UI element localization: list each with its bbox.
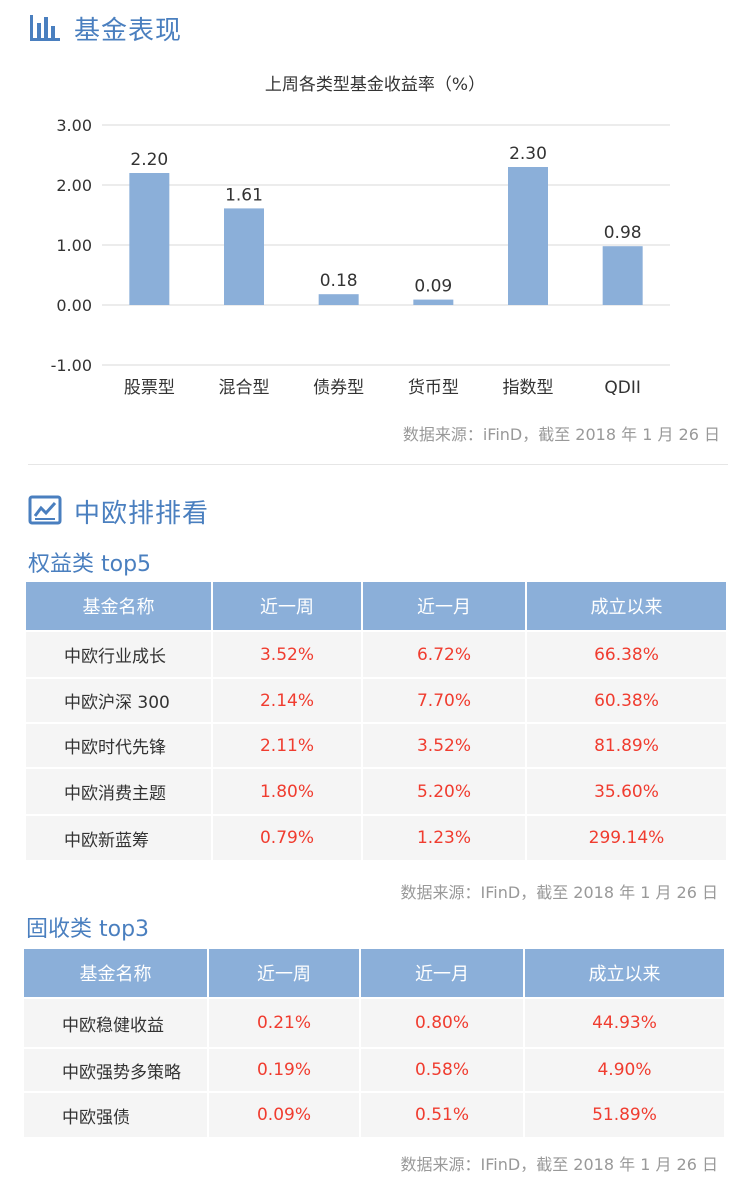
fund-name-cell: 中欧沪深 300	[26, 677, 213, 722]
table-row: 中欧行业成长 3.52% 6.72% 66.38%	[26, 630, 726, 677]
section-title: 中欧排排看	[74, 499, 210, 529]
inception-return-cell: 4.90%	[525, 1047, 724, 1091]
month-return-cell: 7.70%	[363, 677, 527, 722]
x-tick-label: 混合型	[219, 378, 270, 398]
y-tick-label: 0.00	[56, 296, 92, 315]
fund-name-cell: 中欧时代先锋	[26, 722, 213, 767]
inception-return-cell: 44.93%	[525, 997, 724, 1047]
week-return-cell: 0.19%	[209, 1047, 361, 1091]
month-return-cell: 0.80%	[361, 997, 525, 1047]
week-return-cell: 3.52%	[213, 630, 363, 677]
bar-chart: 3.00 2.00 1.00 0.00 -1.00 2.20 股票型 1.61 混合型 0.18 债…	[51, 116, 670, 398]
fund-name-cell: 中欧消费主题	[26, 767, 213, 814]
month-return-cell: 5.20%	[363, 767, 527, 814]
column-header-month: 近一月	[363, 582, 527, 630]
y-tick-label: 3.00	[56, 116, 92, 135]
data-label: 2.20	[130, 150, 168, 170]
equity-table-title: 权益类 top5	[28, 552, 152, 577]
x-tick-label: 债券型	[313, 378, 364, 398]
table-row: 中欧消费主题 1.80% 5.20% 35.60%	[26, 767, 726, 814]
column-header-since-inception: 成立以来	[527, 582, 726, 630]
table-row: 中欧强债 0.09% 0.51% 51.89%	[24, 1091, 724, 1137]
fund-name-cell: 中欧行业成长	[26, 630, 213, 677]
bar-chart-icon	[28, 11, 62, 47]
fund-name-cell: 中欧新蓝筹	[26, 814, 213, 860]
y-tick-label: 1.00	[56, 236, 92, 255]
fund-name-cell: 中欧强势多策略	[24, 1047, 209, 1091]
week-return-cell: 1.80%	[213, 767, 363, 814]
x-tick-label: 指数型	[503, 378, 554, 398]
week-return-cell: 2.11%	[213, 722, 363, 767]
table-row: 中欧新蓝筹 0.79% 1.23% 299.14%	[26, 814, 726, 860]
y-tick-label: -1.00	[51, 356, 92, 375]
table-row: 中欧时代先锋 2.11% 3.52% 81.89%	[26, 722, 726, 767]
table-header-row: 基金名称 近一周 近一月 成立以来	[26, 582, 726, 630]
inception-return-cell: 66.38%	[527, 630, 726, 677]
data-label: 0.09	[414, 277, 452, 297]
data-label: 0.18	[320, 271, 358, 291]
section-header-fund-performance: 基金表现	[28, 10, 182, 47]
column-header-since-inception: 成立以来	[525, 949, 724, 997]
x-tick-label: 股票型	[124, 378, 175, 398]
column-header-fund-name: 基金名称	[26, 582, 213, 630]
bar	[318, 294, 359, 305]
bar	[508, 167, 548, 305]
column-header-month: 近一月	[361, 949, 525, 997]
month-return-cell: 0.58%	[361, 1047, 525, 1091]
week-return-cell: 2.14%	[213, 677, 363, 722]
chart-title: 上周各类型基金收益率（%）	[264, 75, 486, 95]
table-row: 中欧稳健收益 0.21% 0.80% 44.93%	[24, 997, 724, 1047]
section-header-ranking: 中欧排排看	[28, 493, 209, 530]
data-label: 1.61	[225, 185, 263, 205]
bar	[602, 246, 643, 305]
data-label: 2.30	[509, 144, 547, 164]
inception-return-cell: 299.14%	[527, 814, 726, 860]
column-header-week: 近一周	[209, 949, 361, 997]
y-tick-label: 2.00	[56, 176, 92, 195]
fund-name-cell: 中欧稳健收益	[24, 997, 209, 1047]
month-return-cell: 6.72%	[363, 630, 527, 677]
inception-return-cell: 60.38%	[527, 677, 726, 722]
column-header-fund-name: 基金名称	[24, 949, 209, 997]
x-tick-label: QDII	[604, 378, 641, 398]
equity-source: 数据来源：IFinD，截至 2018 年 1 月 26 日	[400, 883, 718, 902]
table-header-row: 基金名称 近一周 近一月 成立以来	[24, 949, 724, 997]
week-return-cell: 0.21%	[209, 997, 361, 1047]
column-header-week: 近一周	[213, 582, 363, 630]
bar	[224, 208, 264, 305]
line-chart-icon	[28, 494, 62, 530]
x-tick-label: 货币型	[408, 378, 459, 398]
table-row: 中欧沪深 300 2.14% 7.70% 60.38%	[26, 677, 726, 722]
month-return-cell: 1.23%	[363, 814, 527, 860]
week-return-cell: 0.09%	[209, 1091, 361, 1137]
fund-name-cell: 中欧强债	[24, 1091, 209, 1137]
equity-ranking-table: 基金名称 近一周 近一月 成立以来 中欧行业成长 3.52% 6.72% 66.…	[26, 582, 726, 860]
fixed-income-ranking-table: 基金名称 近一周 近一月 成立以来 中欧稳健收益 0.21% 0.80% 44.…	[24, 949, 724, 1137]
month-return-cell: 0.51%	[361, 1091, 525, 1137]
table-row: 中欧强势多策略 0.19% 0.58% 4.90%	[24, 1047, 724, 1091]
inception-return-cell: 35.60%	[527, 767, 726, 814]
month-return-cell: 3.52%	[363, 722, 527, 767]
fixed-income-source: 数据来源：IFinD，截至 2018 年 1 月 26 日	[400, 1155, 718, 1174]
data-label: 0.98	[604, 223, 642, 243]
week-return-cell: 0.79%	[213, 814, 363, 860]
section-title: 基金表现	[74, 16, 183, 46]
bar	[129, 173, 170, 305]
chart-source: 数据来源：iFinD，截至 2018 年 1 月 26 日	[402, 425, 720, 444]
bar	[413, 299, 454, 305]
inception-return-cell: 81.89%	[527, 722, 726, 767]
divider	[28, 464, 728, 465]
inception-return-cell: 51.89%	[525, 1091, 724, 1137]
fixed-income-table-title: 固收类 top3	[26, 917, 150, 942]
